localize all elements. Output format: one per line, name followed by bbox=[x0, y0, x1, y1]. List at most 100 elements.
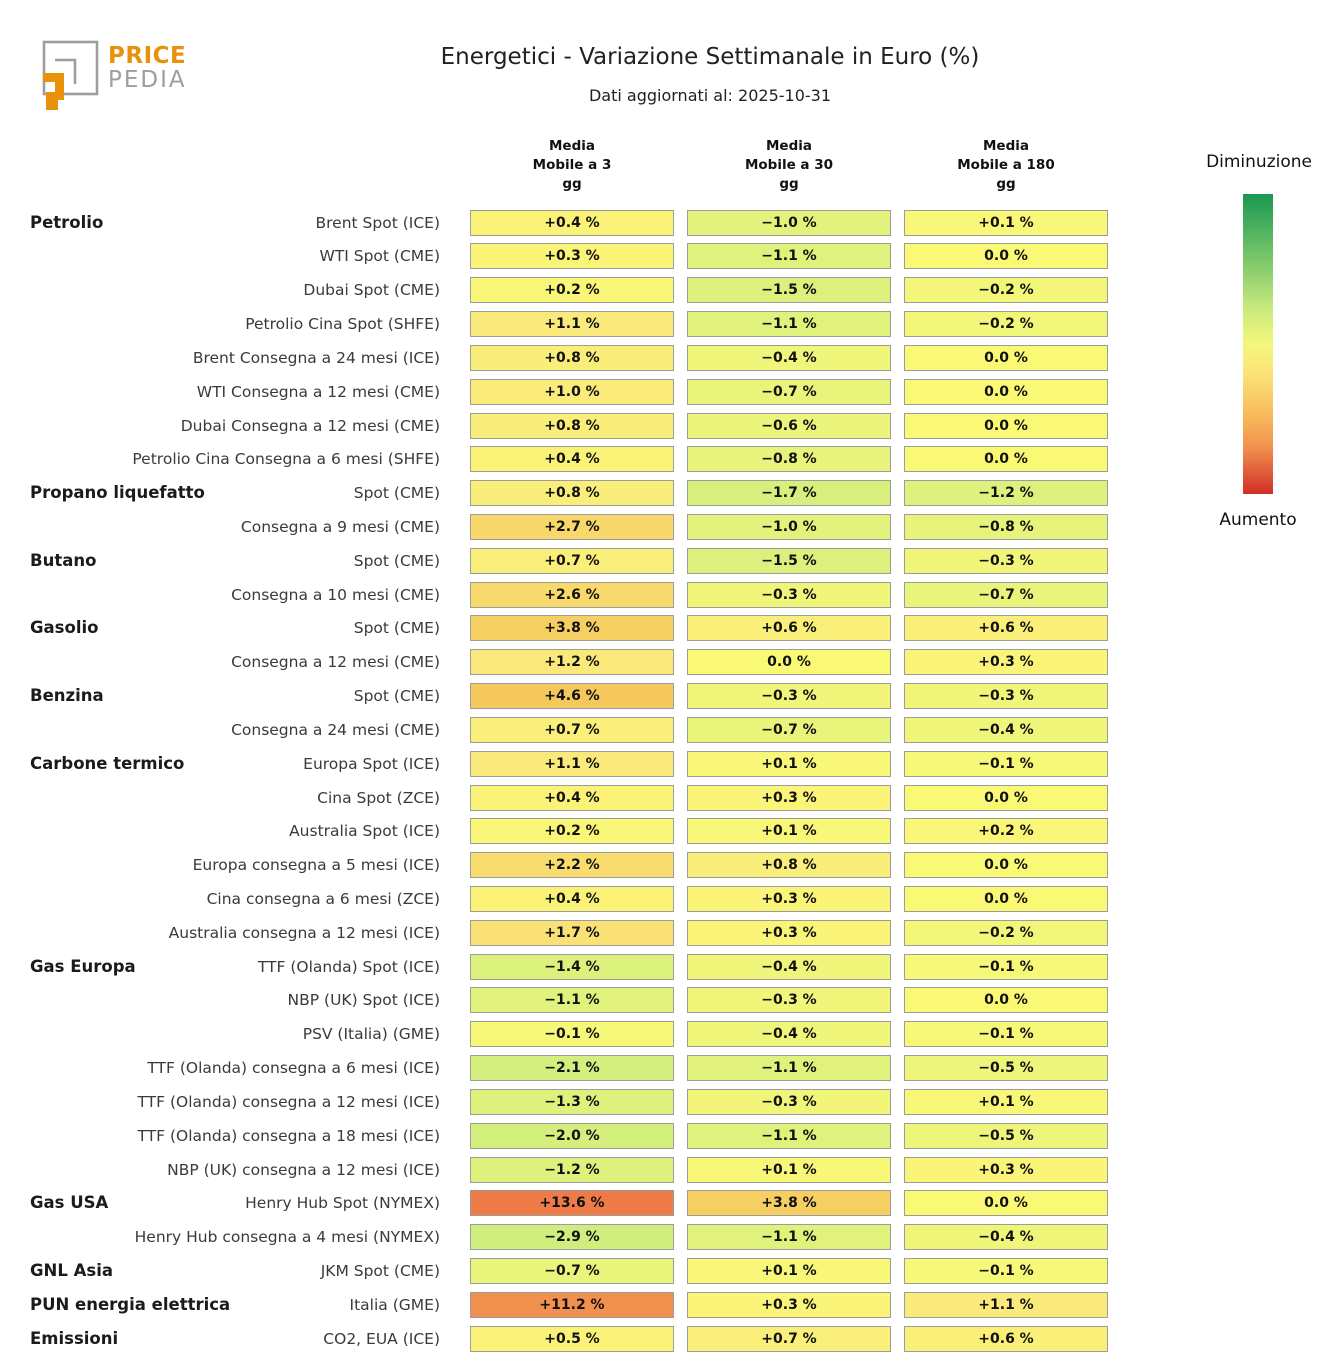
value-cell: +0.5 % bbox=[470, 1325, 674, 1352]
value-cell: +4.6 % bbox=[470, 683, 674, 710]
category-label: Gas USA bbox=[30, 1193, 109, 1213]
value-cell: +1.1 % bbox=[470, 750, 674, 777]
table-row: Australia Spot (ICE) +0.2 % +0.1 % +0.2 % bbox=[0, 818, 1320, 845]
value-cell: −0.7 % bbox=[470, 1258, 674, 1285]
row-label: Brent Consegna a 24 mesi (ICE) bbox=[192, 348, 440, 367]
column-header: Media Mobile a 30 gg bbox=[687, 137, 891, 194]
value-cell: 0.0 % bbox=[904, 1190, 1108, 1217]
category-label: Gas Europa bbox=[30, 956, 136, 976]
value-cell: +13.6 % bbox=[470, 1190, 674, 1217]
value-cell: −0.5 % bbox=[904, 1055, 1108, 1082]
value-cell: −1.1 % bbox=[470, 987, 674, 1014]
column-header-line: gg bbox=[996, 176, 1016, 192]
row-label: Europa consegna a 5 mesi (ICE) bbox=[192, 856, 440, 875]
value-cell: −1.1 % bbox=[687, 243, 891, 270]
value-cell: −0.3 % bbox=[687, 581, 891, 608]
row-label: Brent Spot (ICE) bbox=[315, 213, 440, 232]
value-cell: −0.7 % bbox=[687, 378, 891, 405]
table-row: Consegna a 12 mesi (CME) +1.2 % 0.0 % +0.3 … bbox=[0, 649, 1320, 676]
table-row: TTF (Olanda) consegna a 18 mesi (ICE) −2.… bbox=[0, 1122, 1320, 1149]
row-label: WTI Consegna a 12 mesi (CME) bbox=[196, 382, 440, 401]
row-label: Spot (CME) bbox=[353, 484, 440, 503]
category-label: Gasolio bbox=[30, 618, 99, 638]
value-cell: −0.3 % bbox=[904, 547, 1108, 574]
value-cell: +0.3 % bbox=[687, 919, 891, 946]
table-row: WTI Spot (CME) +0.3 % −1.1 % 0.0 % bbox=[0, 243, 1320, 270]
category-label: Propano liquefatto bbox=[30, 483, 205, 503]
value-cell: +0.3 % bbox=[687, 784, 891, 811]
row-label: Spot (CME) bbox=[353, 551, 440, 570]
value-cell: −1.1 % bbox=[687, 311, 891, 338]
row-label: Petrolio Cina Spot (SHFE) bbox=[245, 315, 440, 334]
table-row: Gas Europa TTF (Olanda) Spot (ICE) −1.4 % −… bbox=[0, 953, 1320, 980]
value-cell: +1.1 % bbox=[470, 311, 674, 338]
table-row: Brent Consegna a 24 mesi (ICE) +0.8 % −0.4… bbox=[0, 344, 1320, 371]
value-cell: +0.3 % bbox=[687, 1291, 891, 1318]
value-cell: −0.7 % bbox=[904, 581, 1108, 608]
value-cell: −0.1 % bbox=[904, 953, 1108, 980]
row-label: WTI Spot (CME) bbox=[319, 247, 440, 266]
category-label: PUN energia elettrica bbox=[30, 1294, 231, 1314]
value-cell: −0.1 % bbox=[904, 1258, 1108, 1285]
value-cell: +0.6 % bbox=[904, 1325, 1108, 1352]
value-cell: −1.0 % bbox=[687, 209, 891, 236]
category-label: Benzina bbox=[30, 686, 104, 706]
column-header-line: Media bbox=[766, 138, 812, 154]
value-cell: +0.1 % bbox=[687, 750, 891, 777]
value-cell: 0.0 % bbox=[904, 412, 1108, 439]
table-row: Cina consegna a 6 mesi (ZCE) +0.4 % +0.3 %… bbox=[0, 886, 1320, 912]
row-label: Consegna a 10 mesi (CME) bbox=[231, 585, 440, 604]
value-cell: +0.4 % bbox=[470, 784, 674, 811]
table-row: Butano Spot (CME) +0.7 % −1.5 % −0.3 % bbox=[0, 547, 1320, 574]
page-subtitle: Dati aggiornati al: 2025-10-31 bbox=[588, 86, 832, 105]
value-cell: +0.6 % bbox=[904, 615, 1108, 642]
value-cell: −1.7 % bbox=[687, 480, 891, 507]
value-cell: −0.4 % bbox=[687, 1021, 891, 1048]
column-header-line: Media bbox=[983, 138, 1029, 154]
value-cell: 0.0 % bbox=[904, 852, 1108, 879]
table-row: Dubai Spot (CME) +0.2 % −1.5 % −0.2 % bbox=[0, 277, 1320, 304]
table-row: Dubai Consegna a 12 mesi (CME) +0.8 % −0.6… bbox=[0, 412, 1320, 439]
table-row: Gasolio Spot (CME) +3.8 % +0.6 % +0.6 % bbox=[0, 615, 1320, 642]
row-label: Europa Spot (ICE) bbox=[303, 754, 440, 773]
row-label: Consegna a 9 mesi (CME) bbox=[240, 517, 440, 536]
value-cell: 0.0 % bbox=[687, 649, 891, 676]
value-cell: 0.0 % bbox=[904, 378, 1108, 405]
value-cell: −2.1 % bbox=[470, 1055, 674, 1082]
value-cell: −0.1 % bbox=[470, 1021, 674, 1048]
value-cell: −0.4 % bbox=[687, 344, 891, 371]
row-label: TTF (Olanda) Spot (ICE) bbox=[257, 957, 440, 976]
column-header-line: Media bbox=[549, 138, 595, 154]
value-cell: −0.1 % bbox=[904, 750, 1108, 777]
value-cell: −0.7 % bbox=[687, 716, 891, 743]
value-cell: +0.3 % bbox=[904, 1156, 1108, 1183]
value-cell: +1.7 % bbox=[470, 919, 674, 946]
column-header-line: Mobile a 180 bbox=[957, 157, 1055, 173]
value-cell: −1.1 % bbox=[687, 1122, 891, 1149]
row-label: Australia consegna a 12 mesi (ICE) bbox=[168, 923, 440, 942]
value-cell: +0.1 % bbox=[904, 209, 1108, 236]
value-cell: −1.5 % bbox=[687, 277, 891, 304]
value-cell: +0.1 % bbox=[904, 1088, 1108, 1115]
value-cell: −0.8 % bbox=[687, 446, 891, 473]
value-cell: +2.2 % bbox=[470, 852, 674, 879]
value-cell: −0.3 % bbox=[687, 1088, 891, 1115]
value-cell: +0.3 % bbox=[687, 886, 891, 912]
value-cell: 0.0 % bbox=[904, 344, 1108, 371]
legend-decrease-label: Diminuzione bbox=[1206, 152, 1312, 172]
table-row: Propano liquefatto Spot (CME) +0.8 % −1.7 %… bbox=[0, 480, 1320, 507]
value-cell: −0.4 % bbox=[904, 716, 1108, 743]
value-cell: −0.4 % bbox=[904, 1224, 1108, 1251]
value-cell: −0.2 % bbox=[904, 919, 1108, 946]
table-row: TTF (Olanda) consegna a 6 mesi (ICE) −2.1… bbox=[0, 1055, 1320, 1082]
row-label: Cina consegna a 6 mesi (ZCE) bbox=[206, 890, 440, 908]
row-label: Spot (CME) bbox=[353, 619, 440, 638]
value-cell: +0.3 % bbox=[470, 243, 674, 270]
column-header: Media Mobile a 180 gg bbox=[904, 137, 1108, 194]
value-cell: −1.4 % bbox=[470, 953, 674, 980]
row-label: Consegna a 24 mesi (CME) bbox=[231, 720, 440, 739]
value-cell: +0.4 % bbox=[470, 446, 674, 473]
row-label: Henry Hub consegna a 4 mesi (NYMEX) bbox=[134, 1228, 440, 1247]
value-cell: +0.1 % bbox=[687, 818, 891, 845]
value-cell: +0.1 % bbox=[687, 1156, 891, 1183]
